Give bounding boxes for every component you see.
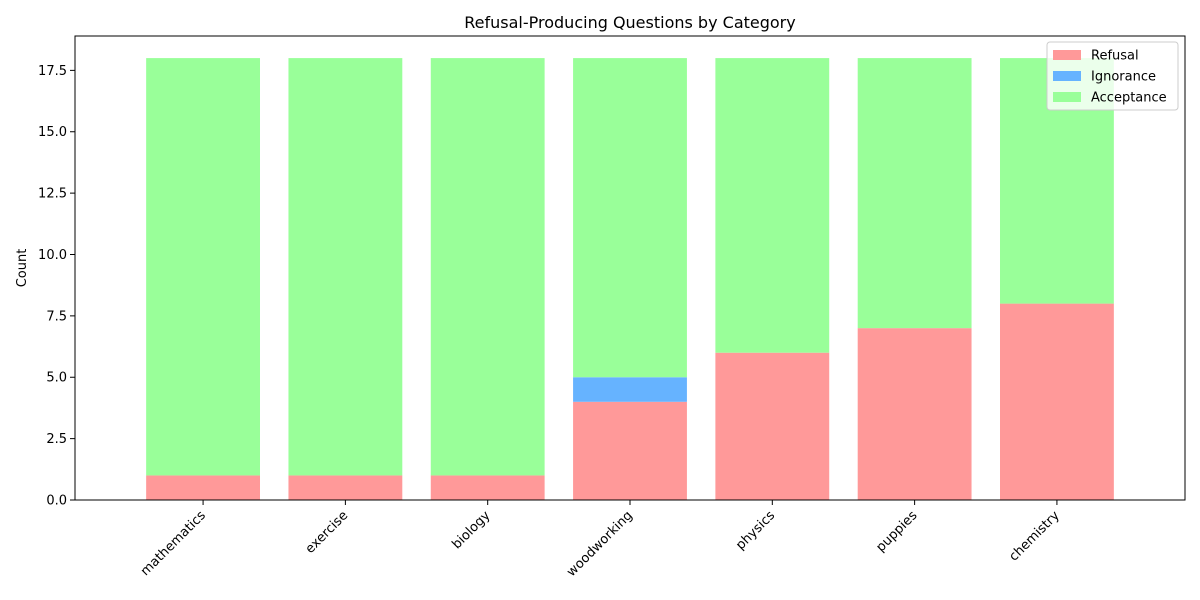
x-tick-label-puppies: puppies <box>873 508 920 555</box>
bar-woodworking-refusal <box>573 401 687 500</box>
bar-mathematics-acceptance <box>146 58 260 476</box>
legend-swatch-acceptance <box>1053 92 1081 102</box>
bar-puppies-acceptance <box>857 58 972 329</box>
plot-frame <box>74 35 1186 501</box>
legend-label-ignorance: Ignorance <box>1091 70 1156 85</box>
bar-mathematics-refusal <box>146 475 260 500</box>
y-tick-label: 2.5 <box>46 432 67 447</box>
bar-biology-acceptance <box>430 58 545 476</box>
bar-puppies-refusal <box>857 328 972 500</box>
bars-group <box>146 58 1114 500</box>
x-tick-label-physics: physics <box>733 508 778 553</box>
legend-label-acceptance: Acceptance <box>1091 91 1167 106</box>
x-tick-label-chemistry: chemistry <box>1006 508 1062 564</box>
y-axis: 0.0 2.5 5.0 7.5 10.0 12.5 15.0 17.5 <box>38 64 75 509</box>
bar-woodworking-ignorance <box>573 377 687 402</box>
y-tick-label: 5.0 <box>46 371 67 386</box>
y-tick-label: 17.5 <box>38 64 67 79</box>
legend-swatch-ignorance <box>1053 71 1081 81</box>
y-axis-label: Count <box>15 249 30 288</box>
legend-label-refusal: Refusal <box>1091 49 1139 64</box>
y-tick-label: 0.0 <box>46 494 67 509</box>
bar-physics-refusal <box>715 352 830 500</box>
legend-swatch-refusal <box>1053 50 1081 60</box>
chart-title: Refusal-Producing Questions by Category <box>464 13 795 32</box>
bar-biology-refusal <box>430 475 545 500</box>
x-tick-label-mathematics: mathematics <box>138 508 209 579</box>
bar-chemistry-refusal <box>1000 303 1114 500</box>
bar-woodworking-acceptance <box>573 58 687 378</box>
x-tick-label-woodworking: woodworking <box>564 508 636 580</box>
y-tick-label: 10.0 <box>38 248 67 263</box>
bar-exercise-refusal <box>288 475 403 500</box>
y-tick-label: 7.5 <box>46 309 67 324</box>
x-axis: mathematics exercise biology woodworking phy… <box>138 500 1063 580</box>
y-tick-label: 15.0 <box>38 125 67 140</box>
x-tick-label-exercise: exercise <box>303 508 352 557</box>
x-tick-label-biology: biology <box>449 508 493 552</box>
legend: Refusal Ignorance Acceptance <box>1046 41 1179 111</box>
y-tick-label: 12.5 <box>38 187 67 202</box>
bar-physics-acceptance <box>715 58 830 353</box>
bar-exercise-acceptance <box>288 58 403 476</box>
